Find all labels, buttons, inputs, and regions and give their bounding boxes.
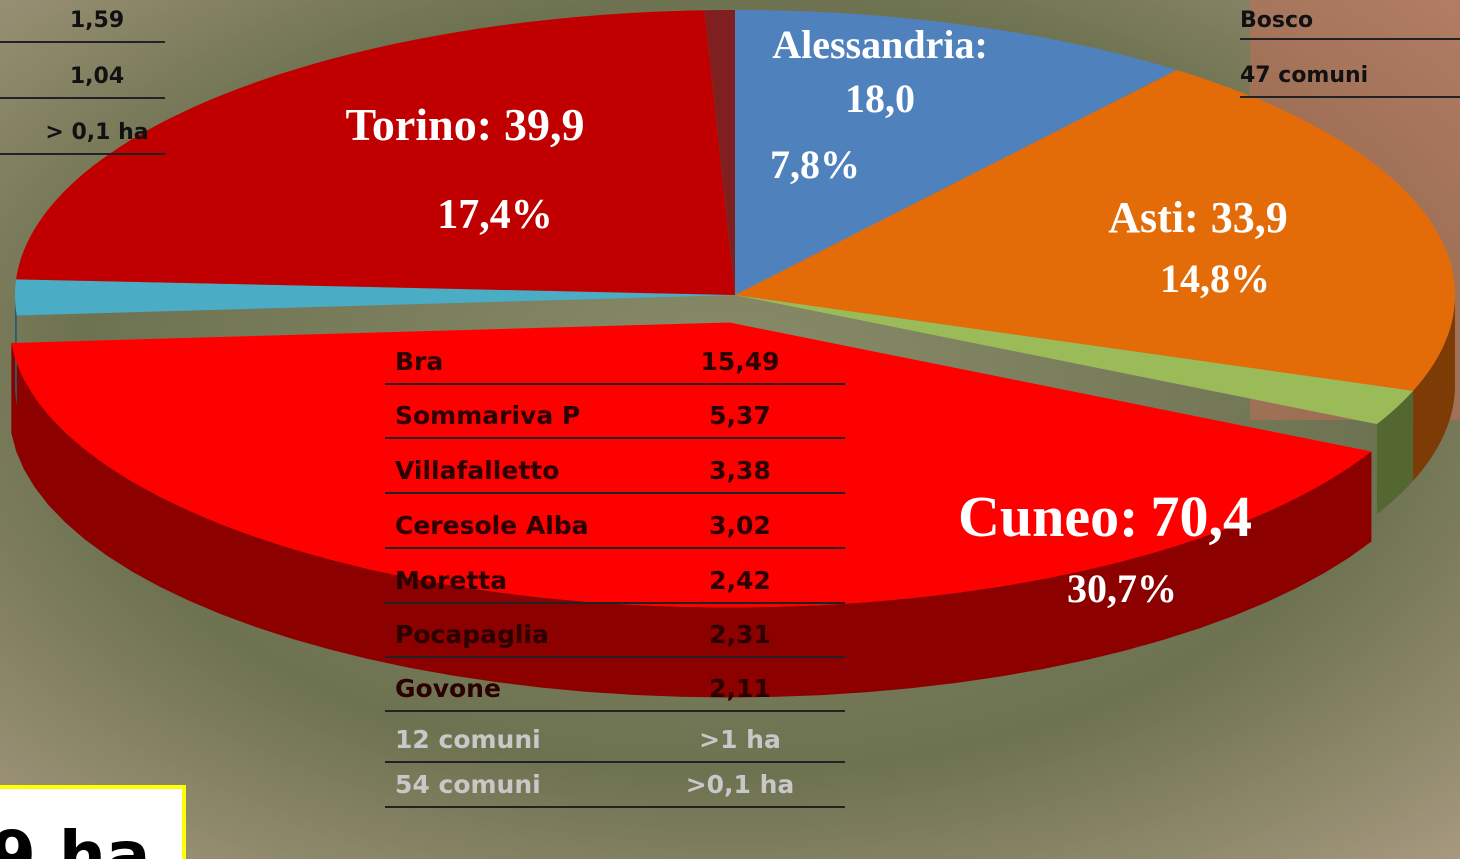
- slice-label: Torino:39,9: [345, 99, 584, 150]
- slice-area: 39,9: [504, 99, 585, 150]
- note-name: 12 comuni: [395, 725, 541, 754]
- town-name: Govone: [395, 674, 501, 703]
- slice-name: Torino:: [345, 99, 492, 150]
- right-table-cell: Bosco: [1240, 8, 1313, 33]
- town-area: 3,38: [709, 456, 771, 485]
- total-value: 9 ha: [0, 817, 150, 859]
- right-table-cell: 47 comuni: [1240, 63, 1368, 88]
- slice-label: Cuneo:70,4: [958, 484, 1252, 549]
- slice-name: Alessandria:: [772, 22, 988, 67]
- slice-name: Asti:: [1108, 193, 1198, 242]
- slice-area: 18,0: [845, 76, 915, 121]
- slice-name: Cuneo:: [958, 484, 1138, 549]
- slide: Alessandria: 18,0 7,8% Asti: 33,9 14,8% Cuneo:…: [0, 0, 1460, 859]
- town-area: 3,02: [709, 511, 771, 540]
- left-table-cell: > 0,1 ha: [45, 120, 148, 145]
- slice-label: Alessandria:: [772, 22, 988, 67]
- slice-percent: 7,8%: [770, 142, 860, 187]
- town-area: 5,37: [709, 401, 771, 430]
- note-value: >0,1 ha: [686, 770, 795, 799]
- slice-percent: 14,8%: [1160, 256, 1270, 301]
- town-name: Pocapaglia: [395, 620, 549, 649]
- slice-percent: 17,4%: [437, 192, 553, 238]
- left-table-cell: 1,59: [70, 8, 124, 33]
- note-name: 54 comuni: [395, 770, 541, 799]
- slice-area: 33,9: [1211, 193, 1288, 242]
- note-value: >1 ha: [699, 725, 781, 754]
- slice-area: 70,4: [1150, 484, 1252, 549]
- town-name: Moretta: [395, 566, 507, 595]
- slice-label: Asti: 33,9: [1108, 193, 1287, 242]
- town-name: Ceresole Alba: [395, 511, 589, 540]
- town-name: Sommariva P: [395, 401, 580, 430]
- town-area: 2,11: [709, 674, 771, 703]
- town-name: Bra: [395, 347, 443, 376]
- town-area: 2,31: [709, 620, 771, 649]
- left-table-cell: 1,04: [70, 64, 124, 89]
- town-area: 15,49: [700, 347, 779, 376]
- town-area: 2,42: [709, 566, 771, 595]
- slice-percent: 30,7%: [1067, 566, 1177, 611]
- town-name: Villafalletto: [395, 456, 559, 485]
